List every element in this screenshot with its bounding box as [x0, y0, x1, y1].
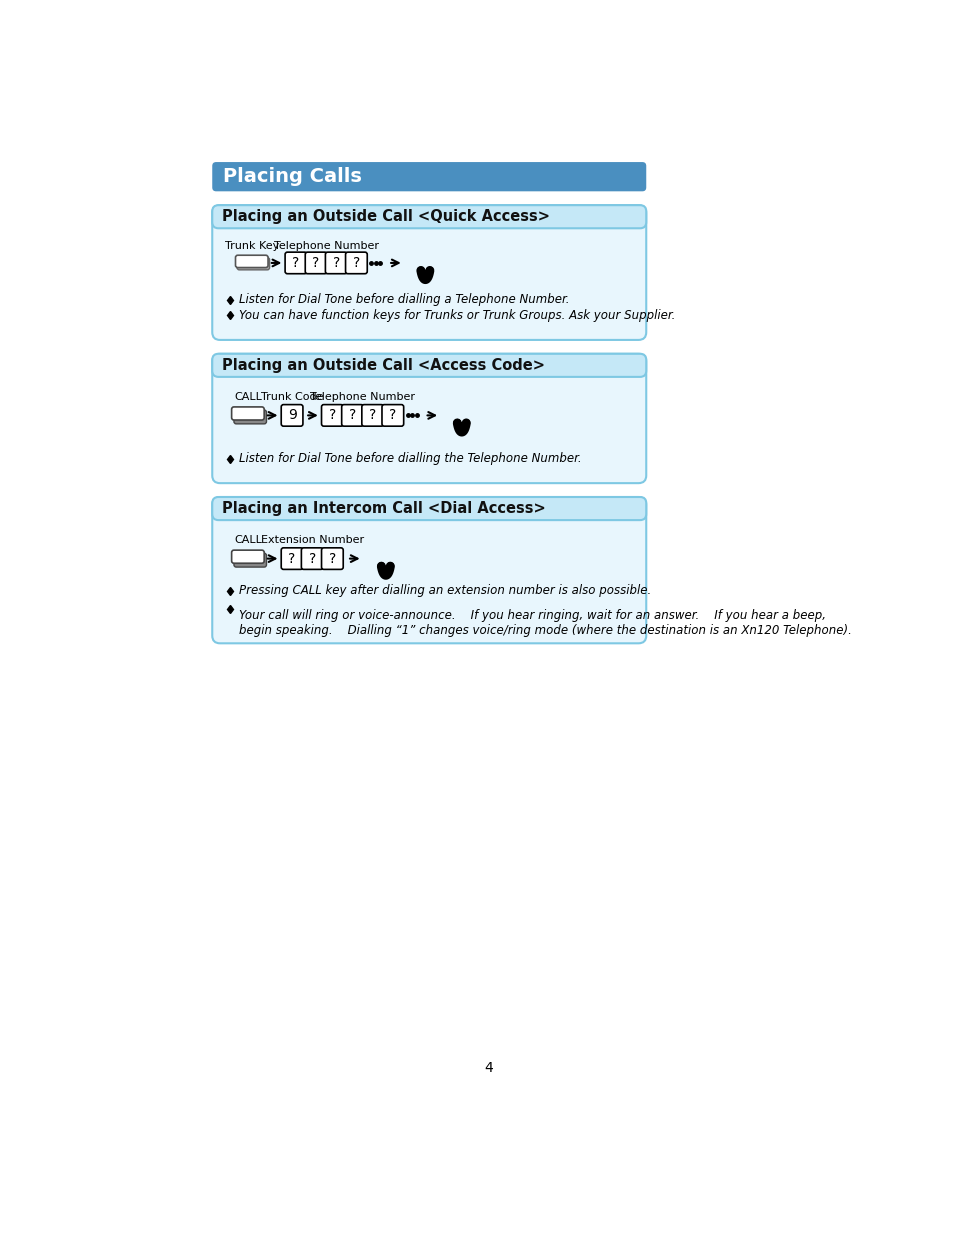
FancyBboxPatch shape — [281, 405, 303, 426]
Text: ?: ? — [369, 409, 375, 422]
FancyBboxPatch shape — [285, 252, 307, 274]
Text: ?: ? — [329, 409, 335, 422]
Text: ?: ? — [389, 409, 396, 422]
FancyBboxPatch shape — [212, 162, 645, 191]
FancyBboxPatch shape — [305, 252, 327, 274]
Text: CALL: CALL — [233, 391, 261, 401]
FancyBboxPatch shape — [212, 496, 645, 643]
Text: Listen for Dial Tone before dialling the Telephone Number.: Listen for Dial Tone before dialling the… — [239, 452, 581, 466]
FancyBboxPatch shape — [232, 550, 264, 563]
Circle shape — [454, 420, 460, 426]
FancyBboxPatch shape — [233, 410, 266, 424]
Text: Your call will ring or voice-announce.    If you hear ringing, wait for an answe: Your call will ring or voice-announce. I… — [239, 609, 851, 637]
FancyBboxPatch shape — [361, 405, 383, 426]
Text: ?: ? — [292, 256, 299, 270]
Circle shape — [462, 420, 469, 426]
Circle shape — [387, 563, 394, 569]
Text: Placing an Outside Call <Access Code>: Placing an Outside Call <Access Code> — [221, 358, 544, 373]
FancyBboxPatch shape — [212, 353, 645, 483]
FancyBboxPatch shape — [345, 252, 367, 274]
FancyBboxPatch shape — [212, 353, 645, 377]
Text: Placing an Outside Call <Quick Access>: Placing an Outside Call <Quick Access> — [221, 209, 549, 225]
Text: ?: ? — [329, 552, 335, 566]
Text: ?: ? — [353, 256, 359, 270]
Text: ?: ? — [308, 552, 315, 566]
Text: You can have function keys for Trunks or Trunk Groups. Ask your Supplier.: You can have function keys for Trunks or… — [239, 309, 675, 322]
FancyBboxPatch shape — [281, 548, 303, 569]
Circle shape — [426, 267, 433, 274]
Text: ?: ? — [333, 256, 339, 270]
Text: ?: ? — [288, 552, 295, 566]
FancyBboxPatch shape — [321, 405, 343, 426]
Text: Placing an Intercom Call <Dial Access>: Placing an Intercom Call <Dial Access> — [221, 501, 545, 516]
FancyBboxPatch shape — [235, 256, 268, 268]
Circle shape — [417, 267, 424, 274]
FancyBboxPatch shape — [212, 205, 645, 228]
Text: 9: 9 — [288, 409, 296, 422]
Text: Placing Calls: Placing Calls — [223, 167, 361, 186]
Text: 4: 4 — [484, 1061, 493, 1076]
Text: Telephone Number: Telephone Number — [310, 391, 415, 401]
Text: Pressing CALL key after dialling an extension number is also possible.: Pressing CALL key after dialling an exte… — [239, 584, 651, 598]
FancyBboxPatch shape — [381, 405, 403, 426]
Text: Listen for Dial Tone before dialling a Telephone Number.: Listen for Dial Tone before dialling a T… — [239, 294, 569, 306]
FancyBboxPatch shape — [341, 405, 363, 426]
Text: Trunk Code: Trunk Code — [260, 391, 323, 401]
Text: Telephone Number: Telephone Number — [274, 241, 378, 251]
Circle shape — [377, 563, 384, 569]
FancyBboxPatch shape — [232, 406, 264, 420]
FancyBboxPatch shape — [301, 548, 323, 569]
FancyBboxPatch shape — [325, 252, 347, 274]
Text: Trunk Key: Trunk Key — [224, 241, 278, 251]
FancyBboxPatch shape — [233, 553, 266, 567]
Text: ?: ? — [313, 256, 319, 270]
Text: Extension Number: Extension Number — [260, 535, 363, 545]
FancyBboxPatch shape — [212, 205, 645, 340]
FancyBboxPatch shape — [236, 258, 270, 270]
Text: CALL: CALL — [233, 535, 261, 545]
Text: ?: ? — [349, 409, 355, 422]
FancyBboxPatch shape — [321, 548, 343, 569]
FancyBboxPatch shape — [212, 496, 645, 520]
